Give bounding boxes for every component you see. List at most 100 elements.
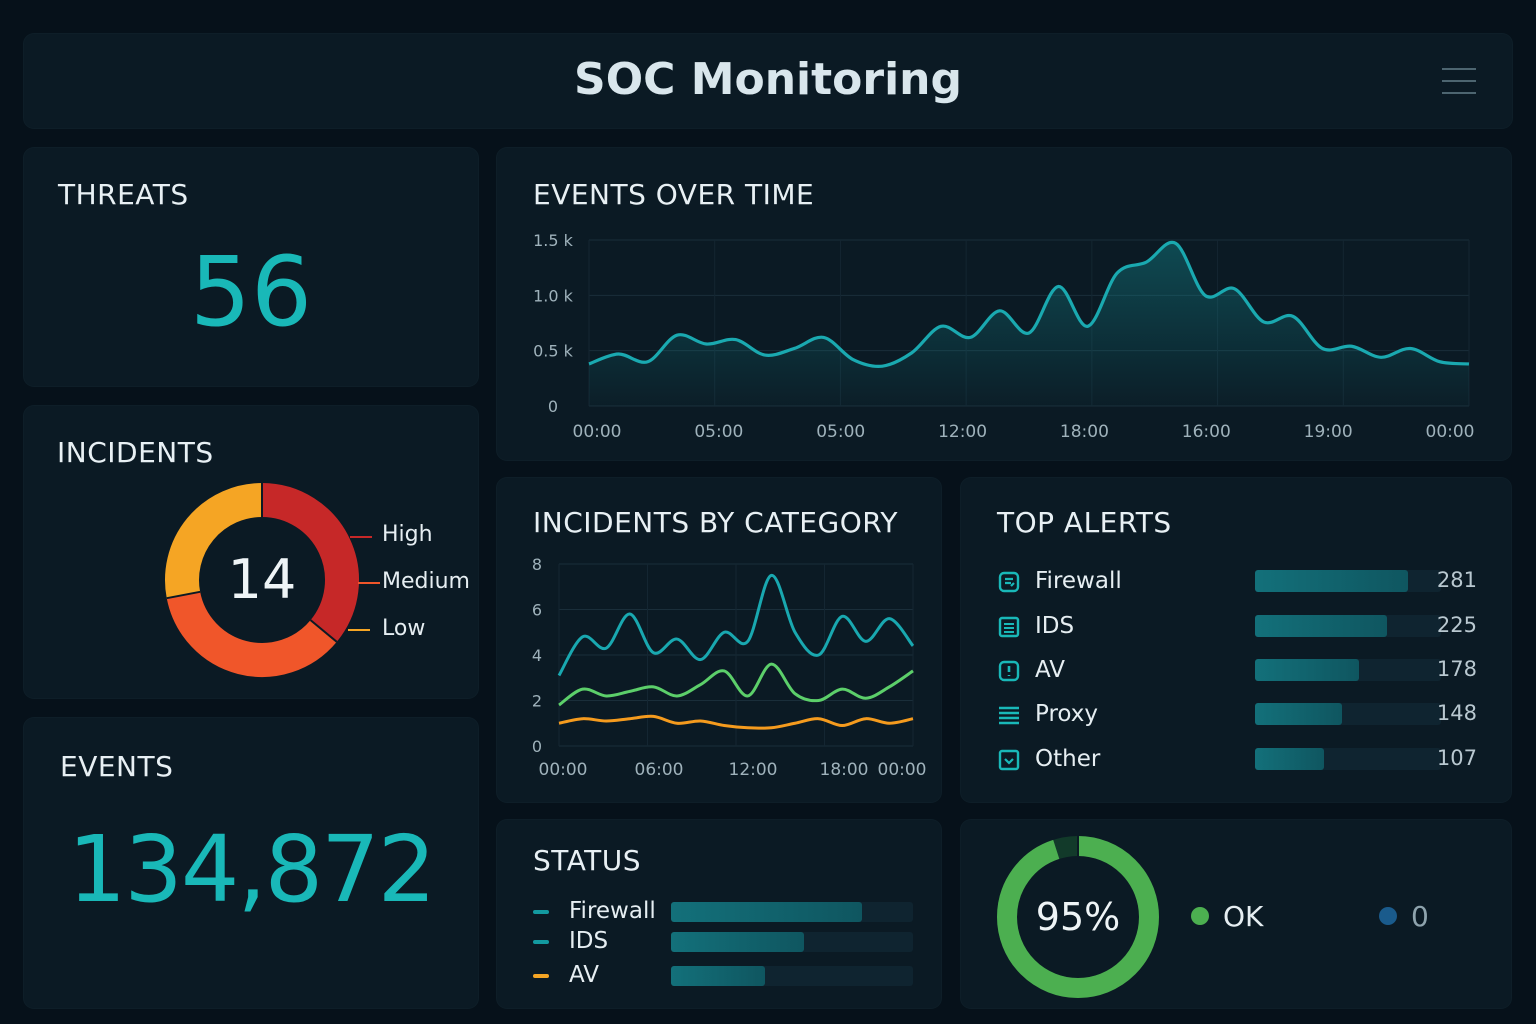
x-tick-label: 05:00 bbox=[816, 422, 865, 442]
alert-label: Other bbox=[1035, 746, 1101, 772]
top-alerts-card[interactable]: TOP ALERTS Firewall 281 IDS 225 AV 178 P… bbox=[961, 478, 1511, 802]
x-tick-label: 16:00 bbox=[1182, 422, 1231, 442]
other-inbox-icon bbox=[998, 749, 1020, 771]
events-area bbox=[589, 242, 1469, 406]
hamburger-menu-icon[interactable] bbox=[1442, 68, 1476, 96]
status-dash bbox=[533, 910, 549, 914]
events-over-time-chart: 1.5 k 1.0 k 0.5 k 0 00:00 05:00 05:00 12:00 18:0… bbox=[533, 231, 1475, 442]
incidents-total: 14 bbox=[228, 548, 297, 611]
antivirus-icon bbox=[998, 660, 1020, 682]
x-tick-label: 12:00 bbox=[729, 760, 778, 780]
x-tick-label: 00:00 bbox=[573, 422, 622, 442]
health-legend-zero: 0 bbox=[1379, 900, 1429, 933]
health-legend-ok: OK bbox=[1191, 900, 1263, 933]
incidents-card[interactable]: INCIDENTS 14 High Medium Low bbox=[24, 406, 478, 698]
alert-count: 148 bbox=[1436, 701, 1477, 725]
top-alerts-title: TOP ALERTS bbox=[997, 506, 1172, 539]
x-tick-label: 19:00 bbox=[1304, 422, 1353, 442]
x-tick-label: 00:00 bbox=[1426, 422, 1475, 442]
ids-list-icon bbox=[998, 616, 1020, 638]
events-value: 134,872 bbox=[67, 816, 436, 923]
donut-separator bbox=[166, 590, 201, 600]
alert-row-ids[interactable]: IDS 225 bbox=[997, 611, 1477, 643]
alert-row-av[interactable]: AV 178 bbox=[997, 655, 1477, 687]
events-over-time-card[interactable]: EVENTS OVER TIME 1.5 k 1.0 k 0.5 k 0 00:00 05… bbox=[497, 148, 1511, 460]
alert-label: AV bbox=[1035, 657, 1065, 683]
x-tick-label: 00:00 bbox=[539, 760, 588, 780]
health-card[interactable]: 95% OK 0 bbox=[961, 820, 1511, 1008]
status-label: IDS bbox=[569, 928, 609, 954]
donut-separator bbox=[309, 619, 338, 643]
incidents-donut-chart: 14 bbox=[165, 483, 359, 677]
firewall-icon bbox=[998, 571, 1020, 593]
alert-row-firewall[interactable]: Firewall 281 bbox=[997, 566, 1477, 598]
alert-count: 107 bbox=[1436, 746, 1477, 770]
status-dash bbox=[533, 940, 549, 944]
alert-bar-fill bbox=[1255, 703, 1343, 725]
status-title: STATUS bbox=[533, 844, 642, 877]
category-series-line-2[interactable] bbox=[558, 662, 914, 707]
threats-card[interactable]: THREATS 56 bbox=[24, 148, 478, 386]
category-series-line-3[interactable] bbox=[558, 714, 914, 730]
status-row-av[interactable]: AV bbox=[533, 962, 913, 992]
x-tick-label: 18:00 bbox=[1060, 422, 1109, 442]
health-percent: 95% bbox=[1036, 895, 1120, 939]
events-card[interactable]: EVENTS 134,872 bbox=[24, 718, 478, 1008]
x-tick-label: 00:00 bbox=[878, 760, 927, 780]
donut-segment-low[interactable] bbox=[165, 483, 263, 599]
status-label: Firewall bbox=[569, 898, 656, 924]
alert-bar-fill bbox=[1255, 615, 1388, 637]
proxy-lines-icon bbox=[999, 706, 1019, 725]
status-bar-fill bbox=[671, 966, 766, 986]
events-over-time-title: EVENTS OVER TIME bbox=[533, 178, 815, 211]
app-title: SOC Monitoring bbox=[574, 54, 962, 105]
zero-dot-icon bbox=[1379, 907, 1397, 925]
alert-bar-fill bbox=[1255, 570, 1408, 592]
status-bar-fill bbox=[671, 932, 805, 952]
y-tick-label: 1.0 k bbox=[533, 286, 574, 305]
x-tick-label: 05:00 bbox=[694, 422, 743, 442]
legend-line-high bbox=[350, 536, 372, 538]
x-tick-label: 06:00 bbox=[635, 760, 684, 780]
y-tick-label: 4 bbox=[532, 646, 542, 665]
alert-bar-fill bbox=[1255, 748, 1324, 770]
status-row-firewall[interactable]: Firewall bbox=[533, 898, 913, 928]
incidents-by-category-chart: 8 6 4 2 0 00:00 06:00 12:00 18:00 00:00 bbox=[532, 555, 927, 780]
alert-row-proxy[interactable]: Proxy 148 bbox=[997, 699, 1477, 731]
incidents-by-category-title: INCIDENTS BY CATEGORY bbox=[533, 506, 898, 539]
donut-segment-high[interactable] bbox=[261, 483, 359, 642]
status-label: AV bbox=[569, 962, 599, 988]
y-tick-label: 1.5 k bbox=[533, 231, 574, 250]
alert-bar-track bbox=[1255, 703, 1441, 725]
status-bar-track bbox=[671, 902, 913, 922]
events-series-line[interactable] bbox=[588, 240, 1470, 368]
donut-segment-medium[interactable] bbox=[166, 591, 337, 677]
status-bar-fill bbox=[671, 902, 863, 922]
legend-medium: Medium bbox=[382, 569, 470, 594]
legend-high: High bbox=[382, 522, 433, 547]
alert-count: 178 bbox=[1436, 657, 1477, 681]
alert-count: 225 bbox=[1436, 613, 1477, 637]
health-ring-chart: 95% bbox=[997, 836, 1159, 998]
incidents-title: INCIDENTS bbox=[57, 436, 214, 469]
status-dash bbox=[533, 974, 549, 978]
incidents-by-category-card[interactable]: INCIDENTS BY CATEGORY 8 6 4 2 0 00:00 06:00 12:… bbox=[497, 478, 941, 802]
alert-row-other[interactable]: Other 107 bbox=[997, 744, 1477, 776]
alert-bar-track bbox=[1255, 570, 1441, 592]
threats-value: 56 bbox=[189, 236, 313, 348]
header-bar: SOC Monitoring bbox=[24, 34, 1512, 128]
x-tick-label: 12:00 bbox=[938, 422, 987, 442]
status-card[interactable]: STATUS Firewall IDS AV bbox=[497, 820, 941, 1008]
y-tick-label: 2 bbox=[532, 692, 542, 711]
y-tick-label: 8 bbox=[532, 555, 542, 574]
ok-label: OK bbox=[1223, 900, 1264, 933]
status-row-ids[interactable]: IDS bbox=[533, 928, 913, 958]
zero-label: 0 bbox=[1411, 900, 1429, 933]
y-tick-label: 6 bbox=[532, 601, 542, 620]
alert-count: 281 bbox=[1436, 568, 1477, 592]
y-tick-label: 0.5 k bbox=[533, 342, 574, 361]
status-bar-track bbox=[671, 932, 913, 952]
threats-title: THREATS bbox=[58, 178, 189, 211]
category-series-line-1[interactable] bbox=[557, 573, 915, 677]
y-tick-label: 0 bbox=[548, 397, 558, 416]
